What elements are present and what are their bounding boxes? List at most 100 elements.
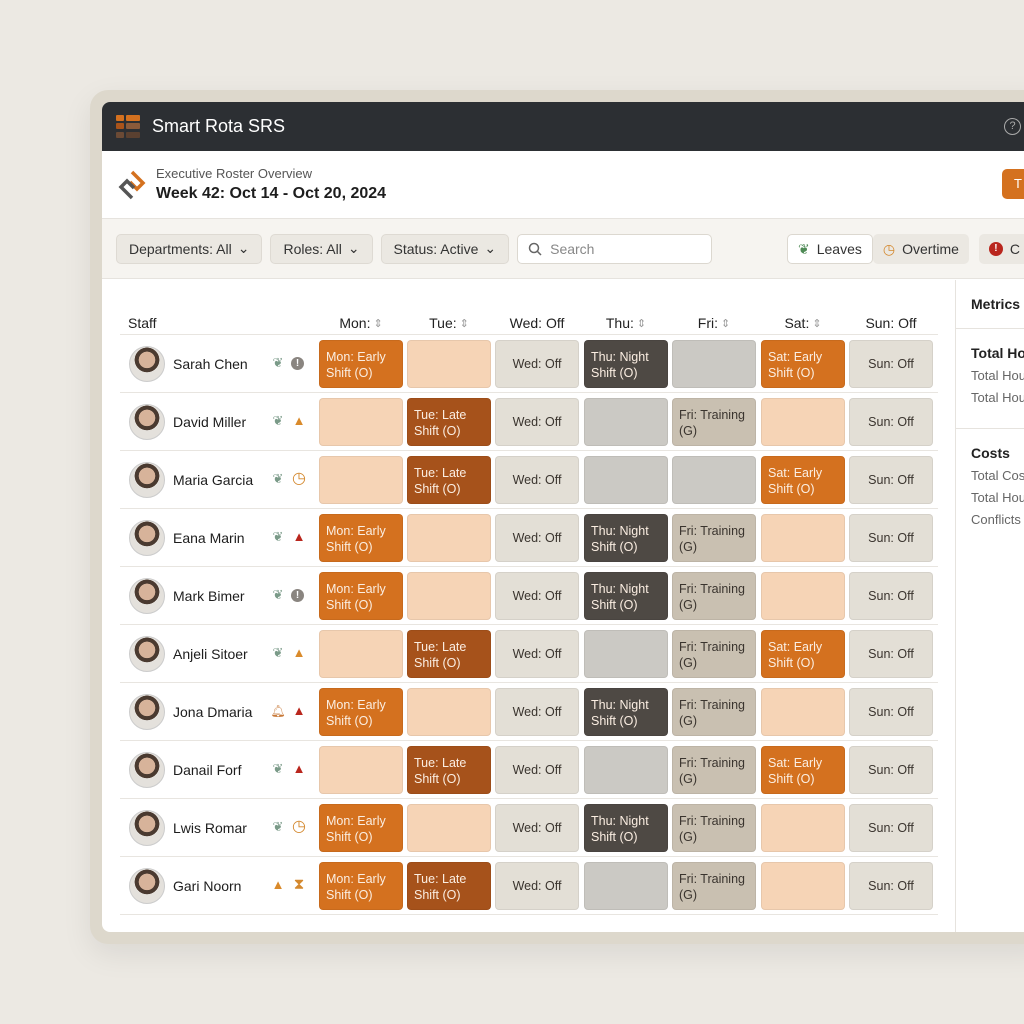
shift-cell-sun[interactable]: Sun: Off [849,340,933,388]
shift-cell-fri[interactable]: Fri: Training (G) [672,746,756,794]
staff-name[interactable]: Gari Noorn [173,878,242,894]
shift-cell-sun[interactable]: Sun: Off [849,688,933,736]
shift-cell-wed[interactable]: Wed: Off [495,746,579,794]
shift-cell-fri[interactable]: Fri: Training (G) [672,804,756,852]
shift-cell-sat[interactable] [761,862,845,910]
shift-cell-sun[interactable]: Sun: Off [849,862,933,910]
col-header-sat[interactable]: Sat: ⇕ [761,311,845,335]
shift-cell-wed[interactable]: Wed: Off [495,630,579,678]
shift-cell-tue[interactable]: Tue: Late Shift (O) [407,746,491,794]
shift-cell-wed[interactable]: Wed: Off [495,572,579,620]
shift-cell-mon[interactable]: Mon: Early Shift (O) [319,572,403,620]
shift-cell-fri[interactable]: Fri: Training (G) [672,514,756,562]
col-header-mon[interactable]: Mon: ⇕ [319,311,403,335]
staff-name[interactable]: Maria Garcia [173,472,254,488]
shift-cell-sun[interactable]: Sun: Off [849,456,933,504]
search-input[interactable]: Search [517,233,713,264]
shift-cell-thu[interactable]: Thu: Night Shift (O) [584,804,668,852]
shift-cell-mon[interactable] [319,746,403,794]
shift-cell-wed[interactable]: Wed: Off [495,862,579,910]
sort-icon[interactable]: ⇕ [812,317,822,330]
shift-cell-mon[interactable]: Mon: Early Shift (O) [319,688,403,736]
shift-cell-wed[interactable]: Wed: Off [495,456,579,504]
shift-cell-fri[interactable]: Fri: Training (G) [672,688,756,736]
shift-cell-wed[interactable]: Wed: Off [495,688,579,736]
shift-cell-fri[interactable] [672,456,756,504]
shift-cell-sun[interactable]: Sun: Off [849,572,933,620]
shift-cell-fri[interactable]: Fri: Training (G) [672,572,756,620]
staff-name[interactable]: Sarah Chen [173,356,248,372]
legend-leaves[interactable]: ❦ Leaves [787,234,873,264]
departments-filter[interactable]: Departments: All ⌄ [116,233,263,264]
shift-cell-sat[interactable]: Sat: Early Shift (O) [761,456,845,504]
shift-cell-mon[interactable]: Mon: Early Shift (O) [319,804,403,852]
shift-cell-tue[interactable]: Tue: Late Shift (O) [407,630,491,678]
shift-cell-sat[interactable] [761,572,845,620]
shift-cell-sat[interactable] [761,398,845,446]
sort-icon[interactable]: ⇕ [721,317,731,330]
shift-cell-wed[interactable]: Wed: Off [495,398,579,446]
shift-cell-tue[interactable] [407,804,491,852]
shift-cell-thu[interactable]: Thu: Night Shift (O) [584,340,668,388]
shift-cell-tue[interactable]: Tue: Late Shift (O) [407,862,491,910]
col-header-fri[interactable]: Fri: ⇕ [672,311,756,335]
shift-cell-sat[interactable] [761,688,845,736]
shift-cell-thu[interactable]: Thu: Night Shift (O) [584,688,668,736]
shift-cell-thu[interactable] [584,630,668,678]
shift-cell-wed[interactable]: Wed: Off [495,514,579,562]
shift-cell-mon[interactable]: Mon: Early Shift (O) [319,514,403,562]
sort-icon[interactable]: ⇕ [636,317,647,330]
staff-name[interactable]: Danail Forf [173,762,242,778]
shift-cell-sun[interactable]: Sun: Off [849,804,933,852]
shift-cell-fri[interactable]: Fri: Training (G) [672,398,756,446]
status-filter[interactable]: Status: Active ⌄ [380,233,510,264]
shift-cell-mon[interactable] [319,630,403,678]
shift-cell-sun[interactable]: Sun: Off [849,630,933,678]
shift-cell-sat[interactable]: Sat: Early Shift (O) [761,340,845,388]
shift-cell-thu[interactable] [584,746,668,794]
shift-cell-thu[interactable] [584,398,668,446]
shift-cell-sat[interactable] [761,514,845,562]
col-header-thu[interactable]: Thu: ⇕ [584,311,668,335]
shift-cell-tue[interactable]: Tue: Late Shift (O) [407,398,491,446]
shift-cell-sun[interactable]: Sun: Off [849,746,933,794]
sort-icon[interactable]: ⇕ [459,317,469,330]
legend-overtime[interactable]: ◷ Overtime [872,234,969,264]
shift-cell-sun[interactable]: Sun: Off [849,398,933,446]
help-icon[interactable]: ? [1004,118,1021,135]
sort-icon[interactable]: ⇕ [373,317,383,330]
shift-cell-fri[interactable] [672,340,756,388]
staff-name[interactable]: Mark Bimer [173,588,245,604]
shift-cell-mon[interactable] [319,456,403,504]
shift-cell-mon[interactable]: Mon: Early Shift (O) [319,340,403,388]
shift-cell-tue[interactable] [407,572,491,620]
shift-cell-tue[interactable]: Tue: Late Shift (O) [407,456,491,504]
shift-cell-tue[interactable] [407,514,491,562]
staff-name[interactable]: Jona Dmaria [173,704,253,720]
primary-action-button[interactable]: T [1002,169,1024,199]
shift-cell-fri[interactable]: Fri: Training (G) [672,862,756,910]
shift-cell-wed[interactable]: Wed: Off [495,340,579,388]
legend-conflicts[interactable]: ! C [978,234,1024,264]
staff-name[interactable]: David Miller [173,414,247,430]
col-header-tue[interactable]: Tue: ⇕ [407,311,491,335]
shift-cell-sat[interactable] [761,804,845,852]
shift-cell-fri[interactable]: Fri: Training (G) [672,630,756,678]
shift-cell-sun[interactable]: Sun: Off [849,514,933,562]
shift-cell-tue[interactable] [407,340,491,388]
shift-cell-thu[interactable]: Thu: Night Shift (O) [584,572,668,620]
shift-cell-mon[interactable] [319,398,403,446]
avatar [129,752,165,788]
shift-cell-sat[interactable]: Sat: Early Shift (O) [761,746,845,794]
shift-cell-sat[interactable]: Sat: Early Shift (O) [761,630,845,678]
shift-cell-thu[interactable] [584,456,668,504]
shift-cell-tue[interactable] [407,688,491,736]
staff-name[interactable]: Anjeli Sitoer [173,646,248,662]
shift-cell-thu[interactable]: Thu: Night Shift (O) [584,514,668,562]
roles-filter[interactable]: Roles: All ⌄ [270,233,373,264]
shift-cell-thu[interactable] [584,862,668,910]
staff-name[interactable]: Eana Marin [173,530,245,546]
shift-cell-mon[interactable]: Mon: Early Shift (O) [319,862,403,910]
staff-name[interactable]: Lwis Romar [173,820,247,836]
shift-cell-wed[interactable]: Wed: Off [495,804,579,852]
